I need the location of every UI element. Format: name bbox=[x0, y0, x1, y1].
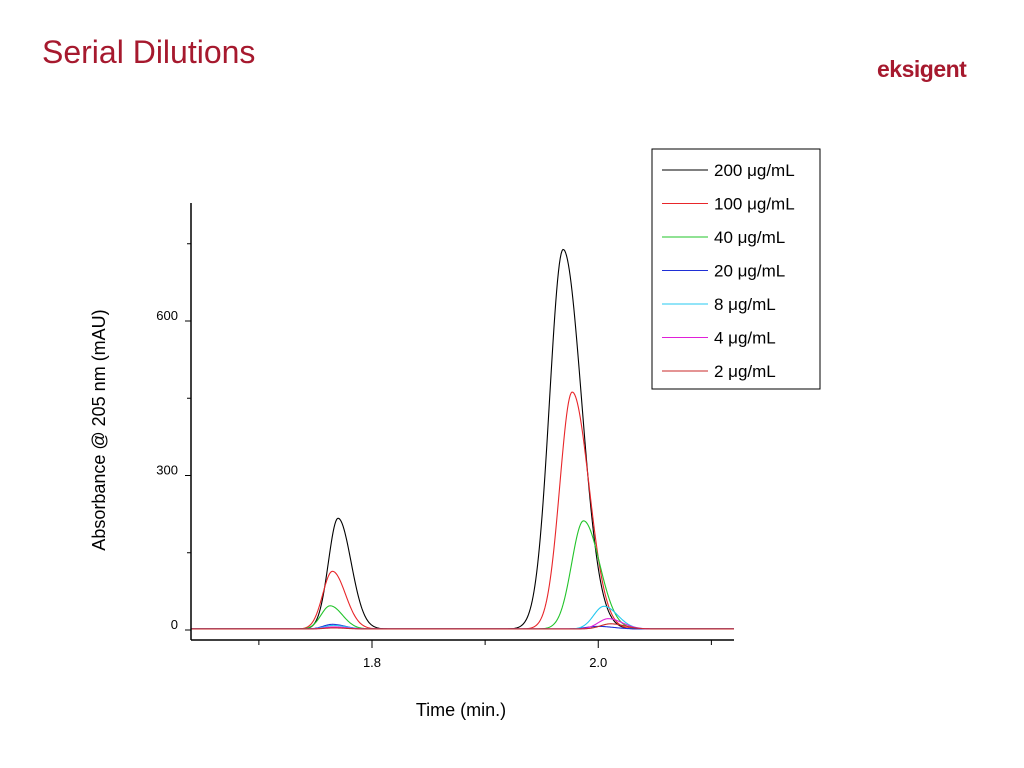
eksigent-logo: eksigent bbox=[877, 56, 967, 82]
plot-lines bbox=[191, 248, 734, 630]
x-axis-label: Time (min.) bbox=[416, 700, 506, 720]
legend-box bbox=[651, 148, 821, 390]
legend-label-3: 20 μg/mL bbox=[714, 262, 785, 281]
legend-label-0: 200 μg/mL bbox=[714, 161, 795, 180]
legend-label-6: 2 μg/mL bbox=[714, 362, 776, 381]
y-tick-label-1: 300 bbox=[156, 463, 178, 478]
y-axis-label: Absorbance @ 205 nm (mAU) bbox=[89, 309, 109, 550]
series-line-5 bbox=[191, 618, 734, 630]
x-tick-label-0: 1.8 bbox=[363, 655, 381, 670]
series-line-3 bbox=[191, 623, 734, 630]
axes: 0 300 600 1.8 2.0 bbox=[156, 203, 734, 670]
legend-label-1: 100 μg/mL bbox=[714, 195, 795, 214]
x-tick-label-1: 2.0 bbox=[589, 655, 607, 670]
y-tick-label-2: 600 bbox=[156, 308, 178, 323]
slide-title: Serial Dilutions bbox=[42, 34, 256, 70]
legend: 200 μg/mL 100 μg/mL 40 μg/mL 20 μg/mL 8 μg/m… bbox=[651, 148, 821, 390]
series-line-1 bbox=[191, 391, 734, 630]
series-line-6 bbox=[191, 623, 734, 630]
legend-label-4: 8 μg/mL bbox=[714, 295, 776, 314]
y-tick-label-0: 0 bbox=[171, 617, 178, 632]
series-line-4 bbox=[191, 605, 734, 630]
legend-label-5: 4 μg/mL bbox=[714, 329, 776, 348]
series-line-2 bbox=[191, 520, 734, 630]
legend-label-2: 40 μg/mL bbox=[714, 228, 785, 247]
